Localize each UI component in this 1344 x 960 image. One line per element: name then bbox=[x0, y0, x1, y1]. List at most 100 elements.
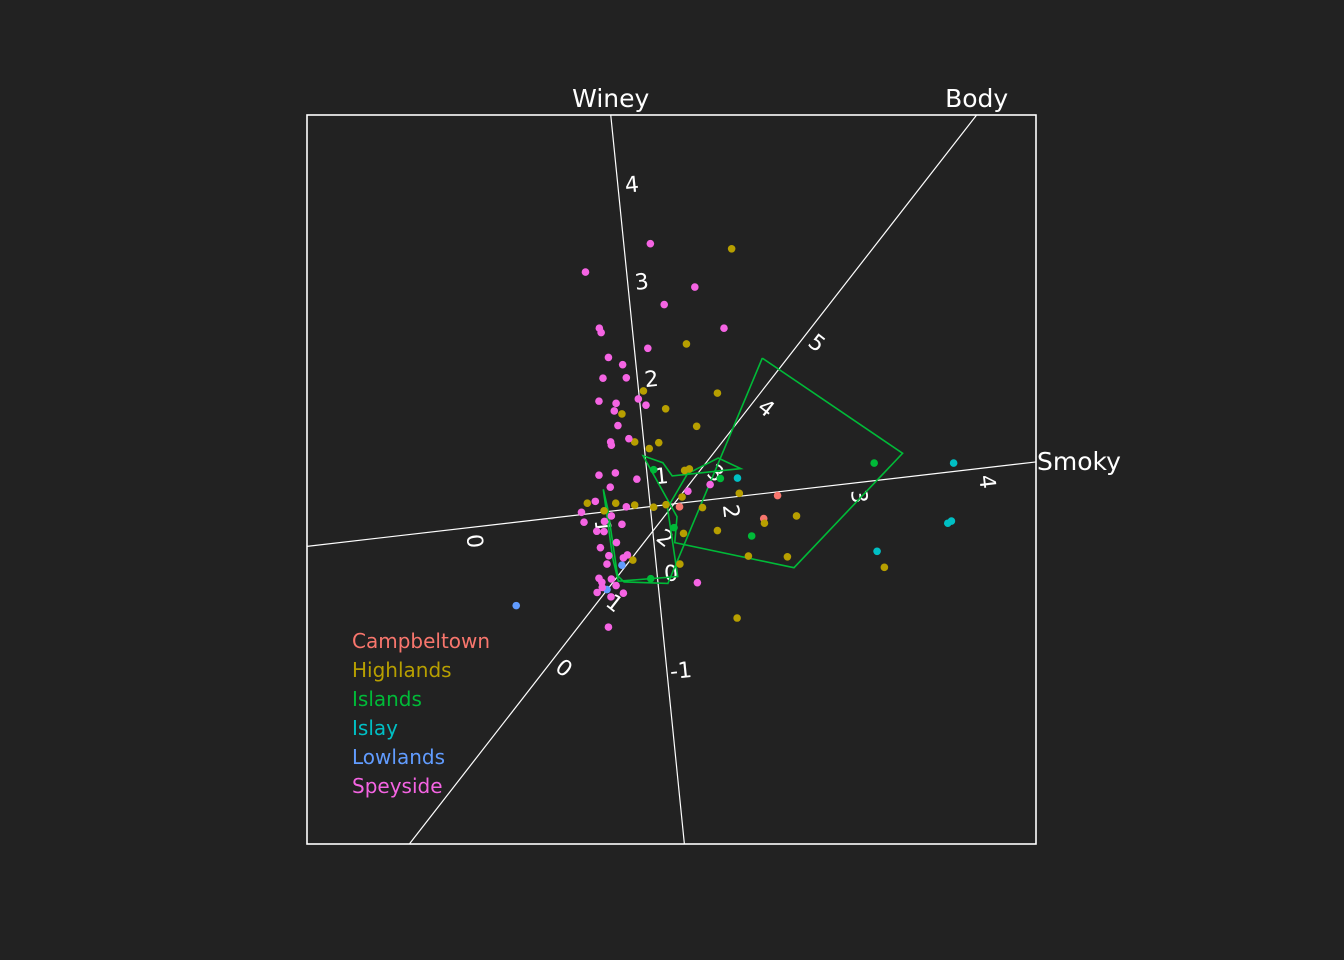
plot-panel-frame bbox=[306, 114, 1037, 845]
point-speyside-9 bbox=[618, 360, 627, 369]
tick-label-smoky-0: 0 bbox=[461, 533, 487, 550]
legend-label-islands: Islands bbox=[352, 687, 422, 711]
point-islands-4 bbox=[670, 523, 678, 532]
point-highlands-21 bbox=[676, 560, 684, 568]
point-speyside-44 bbox=[706, 480, 714, 489]
legend-label-lowlands: Lowlands bbox=[352, 745, 445, 769]
axis-line-body bbox=[408, 114, 978, 845]
point-highlands-24 bbox=[679, 529, 688, 538]
point-speyside-49 bbox=[607, 512, 616, 520]
point-highlands-4 bbox=[639, 387, 648, 395]
point-speyside-1 bbox=[581, 268, 590, 276]
point-highlands-1 bbox=[682, 340, 691, 348]
tick-label-winey-2: 2 bbox=[643, 367, 659, 393]
point-islay-0 bbox=[949, 459, 958, 467]
point-highlands-2 bbox=[713, 389, 722, 397]
point-speyside-41 bbox=[598, 583, 607, 592]
point-islands-0 bbox=[649, 465, 658, 474]
point-speyside-16 bbox=[610, 407, 619, 415]
point-highlands-15 bbox=[630, 501, 639, 509]
tick-label-smoky-2: 2 bbox=[717, 503, 743, 520]
point-islay-2 bbox=[947, 517, 956, 525]
point-islands-2 bbox=[716, 474, 725, 483]
point-speyside-45 bbox=[684, 487, 692, 495]
point-islands-1 bbox=[747, 532, 756, 540]
point-speyside-15 bbox=[642, 401, 650, 409]
point-speyside-37 bbox=[605, 551, 613, 560]
point-speyside-22 bbox=[611, 469, 620, 477]
point-islay-3 bbox=[873, 547, 881, 556]
point-highlands-17 bbox=[629, 556, 637, 564]
tick-label-winey-4: 4 bbox=[624, 172, 640, 198]
point-speyside-28 bbox=[580, 518, 588, 526]
point-speyside-8 bbox=[644, 344, 652, 353]
point-lowlands-2 bbox=[618, 561, 626, 569]
point-speyside-42 bbox=[595, 574, 603, 583]
point-highlands-28 bbox=[880, 563, 889, 572]
point-speyside-0 bbox=[646, 239, 655, 248]
point-highlands-29 bbox=[583, 499, 592, 507]
tick-label-winey-1: -1 bbox=[669, 658, 693, 685]
point-speyside-21 bbox=[595, 471, 603, 479]
point-highlands-19 bbox=[713, 526, 722, 535]
point-highlands-23 bbox=[783, 552, 792, 561]
legend-label-campbeltown: Campbeltown bbox=[352, 629, 490, 653]
point-highlands-8 bbox=[645, 444, 654, 453]
point-speyside-50 bbox=[600, 527, 608, 536]
point-speyside-34 bbox=[607, 575, 616, 583]
point-speyside-6 bbox=[595, 324, 604, 333]
point-highlands-27 bbox=[680, 466, 689, 475]
point-speyside-38 bbox=[612, 581, 620, 590]
axis-name-body: Body bbox=[945, 84, 1008, 113]
point-speyside-29 bbox=[600, 517, 609, 526]
point-speyside-13 bbox=[612, 399, 620, 408]
tick-label-smoky-4: 4 bbox=[973, 473, 999, 490]
point-islay-4 bbox=[733, 474, 742, 482]
axis-line-winey bbox=[610, 114, 685, 845]
point-highlands-13 bbox=[760, 519, 769, 528]
point-speyside-3 bbox=[660, 300, 669, 309]
point-speyside-10 bbox=[599, 374, 607, 382]
point-speyside-14 bbox=[634, 395, 643, 403]
point-speyside-2 bbox=[691, 283, 699, 291]
axis-names-layer: Winey Body Smoky bbox=[572, 84, 1121, 476]
point-islands-5 bbox=[870, 459, 878, 467]
point-highlands-25 bbox=[678, 493, 686, 501]
point-speyside-51 bbox=[596, 543, 605, 552]
point-speyside-36 bbox=[603, 560, 611, 568]
point-speyside-30 bbox=[612, 538, 621, 547]
point-highlands-16 bbox=[600, 507, 608, 515]
point-speyside-24 bbox=[606, 483, 615, 491]
point-speyside-7 bbox=[604, 353, 613, 362]
point-highlands-22 bbox=[733, 614, 741, 622]
point-highlands-3 bbox=[692, 422, 701, 431]
tick-label-body-0: 0 bbox=[550, 655, 576, 683]
point-speyside-43 bbox=[607, 593, 615, 601]
point-islands-3 bbox=[646, 574, 655, 583]
axis-line-smoky bbox=[306, 461, 1037, 547]
point-speyside-25 bbox=[591, 497, 600, 506]
point-highlands-11 bbox=[698, 503, 707, 512]
legend-label-highlands: Highlands bbox=[352, 658, 452, 682]
point-highlands-26 bbox=[649, 503, 658, 512]
point-highlands-18 bbox=[662, 500, 670, 509]
point-speyside-48 bbox=[693, 578, 702, 587]
axis-name-smoky: Smoky bbox=[1037, 447, 1121, 476]
point-speyside-17 bbox=[614, 421, 622, 430]
point-highlands-6 bbox=[654, 438, 663, 447]
point-speyside-26 bbox=[577, 508, 586, 517]
point-speyside-39 bbox=[619, 589, 628, 598]
point-lowlands-0 bbox=[512, 601, 521, 610]
point-speyside-27 bbox=[592, 527, 601, 536]
outline-islands bbox=[602, 357, 904, 585]
point-speyside-11 bbox=[622, 374, 631, 382]
points-layer bbox=[512, 239, 958, 631]
tick-label-winey-3: 3 bbox=[634, 270, 650, 296]
point-speyside-20 bbox=[625, 434, 633, 443]
point-highlands-12 bbox=[735, 489, 744, 498]
point-highlands-9 bbox=[630, 438, 639, 446]
point-highlands-14 bbox=[792, 512, 801, 520]
point-speyside-4 bbox=[720, 324, 728, 333]
